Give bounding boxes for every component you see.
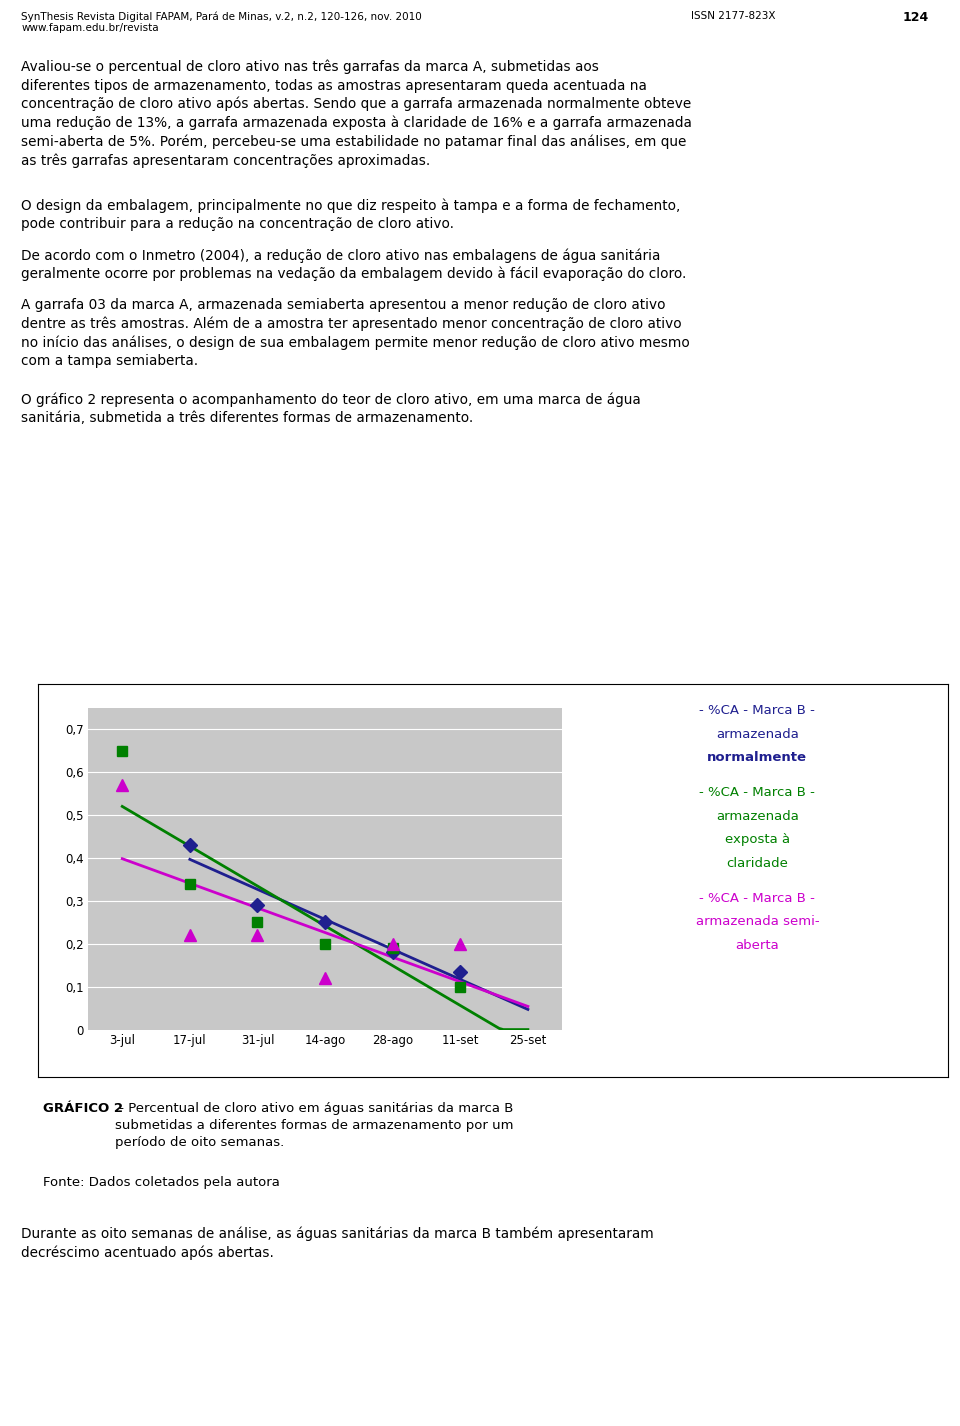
Text: GRÁFICO 2: GRÁFICO 2 [43,1102,123,1115]
Text: armazenada: armazenada [716,727,799,740]
Text: Fonte: Dados coletados pela autora: Fonte: Dados coletados pela autora [43,1176,280,1189]
Text: De acordo com o Inmetro (2004), a redução de cloro ativo nas embalagens de água : De acordo com o Inmetro (2004), a reduçã… [21,248,686,281]
Text: A garrafa 03 da marca A, armazenada semiaberta apresentou a menor redução de clo: A garrafa 03 da marca A, armazenada semi… [21,298,690,368]
Text: SynThesis Revista Digital FAPAM, Pará de Minas, v.2, n.2, 120-126, nov. 2010: SynThesis Revista Digital FAPAM, Pará de… [21,11,421,21]
Text: armazenada: armazenada [716,810,799,823]
Text: Avaliou-se o percentual de cloro ativo nas três garrafas da marca A, submetidas : Avaliou-se o percentual de cloro ativo n… [21,60,692,168]
Text: aberta: aberta [735,938,780,951]
Text: Durante as oito semanas de análise, as águas sanitárias da marca B também aprese: Durante as oito semanas de análise, as á… [21,1226,654,1259]
Text: - %CA - Marca B -: - %CA - Marca B - [700,704,815,717]
Text: 124: 124 [902,11,928,24]
Text: exposta à: exposta à [725,833,790,846]
Text: armazenada semi-: armazenada semi- [696,915,819,928]
Text: - Percentual de cloro ativo em águas sanitárias da marca B
submetidas a diferent: - Percentual de cloro ativo em águas san… [115,1102,514,1149]
Text: claridade: claridade [727,857,788,870]
Text: ISSN 2177-823X: ISSN 2177-823X [691,11,776,21]
Text: normalmente: normalmente [708,752,807,764]
Text: www.fapam.edu.br/revista: www.fapam.edu.br/revista [21,23,158,33]
Text: O gráfico 2 representa o acompanhamento do teor de cloro ativo, em uma marca de : O gráfico 2 representa o acompanhamento … [21,392,641,425]
Text: - %CA - Marca B -: - %CA - Marca B - [700,786,815,799]
Text: - %CA - Marca B -: - %CA - Marca B - [700,891,815,904]
Text: O design da embalagem, principalmente no que diz respeito à tampa e a forma de f: O design da embalagem, principalmente no… [21,198,681,231]
